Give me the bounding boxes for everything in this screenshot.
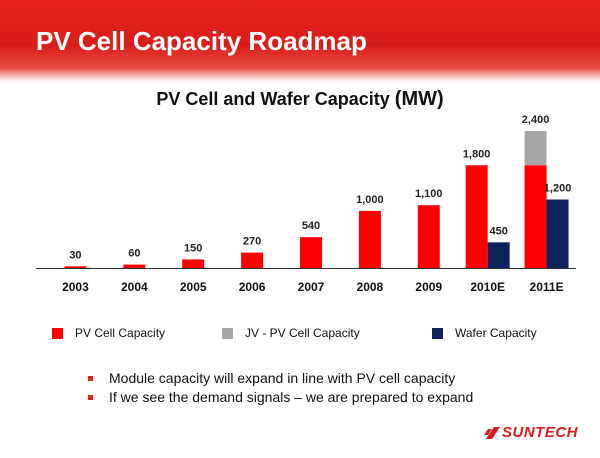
bar-pv-cell-capacity-2010e: [465, 165, 488, 268]
chart-title-unit: (MW): [394, 88, 444, 110]
legend-swatch-wafer: [432, 327, 443, 339]
logo-text: SUNTECH: [501, 424, 578, 441]
data-label: 60: [128, 248, 140, 260]
bar-pv-cell-capacity-2011e: [524, 165, 547, 268]
bar-pv-cell-capacity-2006: [241, 252, 264, 268]
banner-fade: [0, 68, 600, 82]
data-label: 30: [69, 249, 81, 261]
suntech-logo-icon: [483, 426, 500, 439]
bullet-marker: [88, 376, 93, 381]
chart-title-text: PV Cell and Wafer Capacity: [156, 89, 390, 109]
title-banner: PV Cell Capacity Roadmap: [0, 0, 600, 82]
x-tick-label: 2010E: [470, 280, 505, 294]
x-tick-label: 2007: [298, 280, 325, 294]
bar-pv-cell-capacity-2008: [358, 210, 381, 268]
data-label: 1,000: [356, 194, 384, 206]
bullet-text: Module capacity will expand in line with…: [109, 370, 456, 386]
bar-jv-pv-cell-capacity-2011e: [524, 131, 547, 166]
data-label: 2,400: [522, 114, 550, 126]
slide-title: PV Cell Capacity Roadmap: [36, 26, 367, 56]
x-tick-label: 2006: [239, 280, 266, 294]
bar-pv-cell-capacity-2005: [182, 259, 205, 268]
bullet-list: Module capacity will expand in line with…: [88, 369, 473, 407]
suntech-logo: SUNTECH: [483, 424, 578, 441]
data-label: 450: [489, 225, 507, 237]
bar-wafer-capacity-2011e: [546, 199, 569, 268]
bullet-item: If we see the demand signals – we are pr…: [88, 388, 473, 407]
data-label: 150: [184, 242, 202, 254]
legend-label-wafer: Wafer Capacity: [455, 326, 537, 340]
x-tick-label: 2005: [180, 280, 207, 294]
bullet-text: If we see the demand signals – we are pr…: [109, 389, 474, 405]
bar-pv-cell-capacity-2004: [123, 264, 146, 268]
legend-label-pv-cell: PV Cell Capacity: [75, 326, 166, 340]
legend-label-jv-pv-cell: JV - PV Cell Capacity: [245, 326, 360, 340]
data-label: 540: [302, 220, 320, 232]
x-tick-label: 2003: [62, 280, 89, 294]
legend-swatch-pv-cell: [52, 327, 63, 339]
capacity-bar-chart: 2003 2004 2005 2006 2007 2008 2009 2010E 2011E 30…: [36, 114, 576, 294]
bar-pv-cell-capacity-2009: [417, 205, 440, 268]
x-tick-label: 2011E: [530, 280, 564, 294]
bullet-item: Module capacity will expand in line with…: [88, 369, 473, 388]
bar-pv-cell-capacity-2003: [64, 266, 87, 268]
data-label: 1,800: [463, 148, 491, 160]
data-label: 1,100: [415, 188, 443, 200]
bullet-marker: [88, 395, 93, 400]
legend-item-wafer: Wafer Capacity: [432, 326, 537, 340]
legend-item-pv-cell: PV Cell Capacity: [52, 326, 165, 340]
bar-wafer-capacity-2010e: [487, 242, 510, 268]
legend-item-jv-pv-cell: JV - PV Cell Capacity: [222, 326, 360, 340]
x-tick-label: 2009: [415, 280, 442, 294]
legend-swatch-jv-pv-cell: [222, 327, 233, 339]
bar-pv-cell-capacity-2007: [300, 237, 322, 268]
chart-title: PV Cell and Wafer Capacity (MW): [0, 88, 600, 111]
x-tick-label: 2004: [121, 280, 148, 294]
data-label: 270: [243, 236, 261, 248]
x-tick-label: 2008: [357, 280, 384, 294]
data-label: 1,200: [544, 183, 572, 195]
